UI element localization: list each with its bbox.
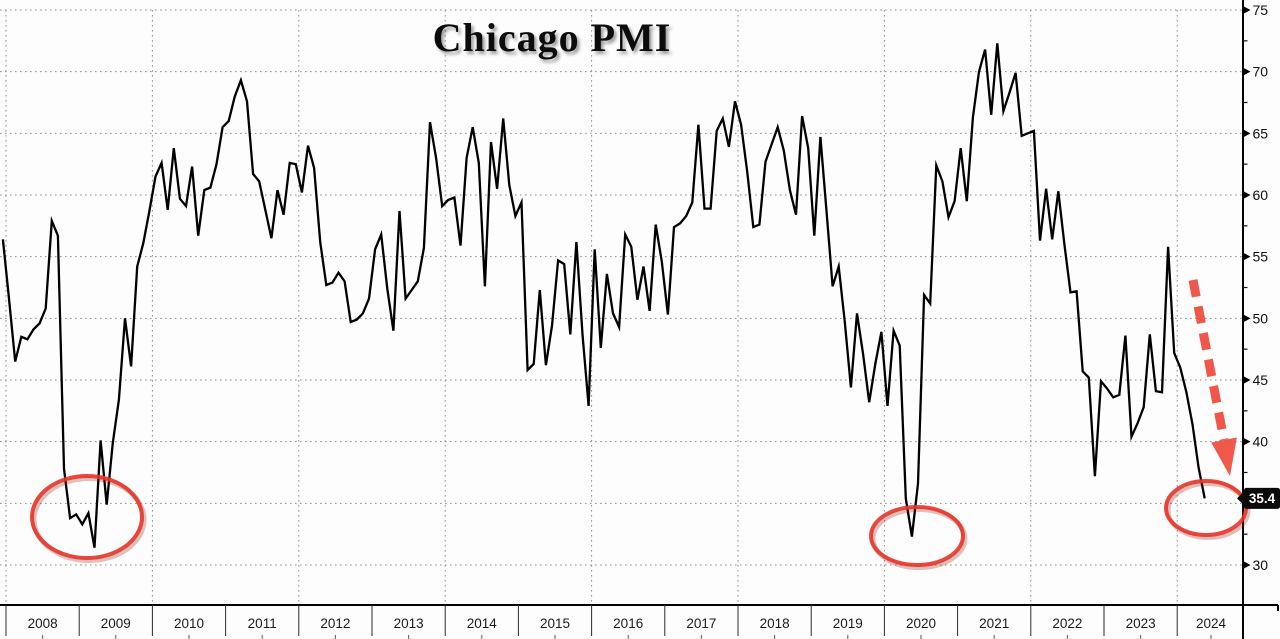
annotations — [30, 279, 1251, 570]
y-major-tick — [1244, 314, 1251, 322]
y-major-tick — [1244, 68, 1251, 76]
y-major-tick — [1244, 253, 1251, 261]
x-year-label: 2023 — [1126, 616, 1156, 631]
y-major-tick — [1244, 376, 1251, 384]
last-value-label: 35.4 — [1249, 491, 1276, 506]
x-year-label: 2013 — [394, 616, 424, 631]
low-circle-annotation — [1164, 479, 1248, 537]
decline-arrow — [1188, 279, 1229, 441]
x-year-label: 2017 — [686, 616, 716, 631]
x-year-label: 2020 — [906, 616, 936, 631]
y-tick-label: 30 — [1253, 557, 1269, 573]
y-tick-label: 50 — [1253, 310, 1269, 326]
y-tick-label: 60 — [1253, 187, 1269, 203]
pmi-line — [1, 43, 1206, 548]
x-year-label: 2009 — [101, 616, 131, 631]
x-year-label: 2010 — [174, 616, 204, 631]
y-tick-label: 75 — [1253, 2, 1269, 18]
x-year-label: 2012 — [320, 616, 350, 631]
last-value-badge: 35.4 — [1237, 487, 1280, 509]
badge-pointer — [1237, 491, 1244, 506]
y-major-tick — [1244, 191, 1251, 199]
badge-box — [1244, 487, 1280, 509]
y-tick-label: 40 — [1253, 434, 1269, 450]
y-tick-label: 65 — [1253, 125, 1269, 141]
y-major-tick — [1244, 129, 1251, 137]
x-year-label: 2016 — [613, 616, 643, 631]
y-major-tick — [1244, 561, 1251, 569]
x-year-label: 2014 — [467, 616, 498, 631]
x-year-label: 2008 — [28, 616, 58, 631]
y-major-tick — [1244, 438, 1251, 446]
gridlines — [0, 9, 1243, 605]
x-year-label: 2015 — [540, 616, 570, 631]
y-tick-label: 55 — [1253, 249, 1269, 265]
x-year-label: 2011 — [248, 616, 277, 631]
low-circle-annotation — [869, 505, 965, 567]
x-year-label: 2021 — [979, 616, 1009, 631]
y-major-tick — [1244, 6, 1251, 14]
decline-arrow-head — [1211, 437, 1237, 476]
y-tick-label: 70 — [1253, 64, 1269, 80]
low-circle-annotation — [30, 474, 144, 560]
x-year-label: 2024 — [1196, 616, 1227, 631]
y-tick-label: 45 — [1253, 372, 1269, 388]
x-year-label: 2018 — [760, 616, 790, 631]
x-year-label: 2019 — [833, 616, 863, 631]
x-year-label: 2022 — [1052, 616, 1082, 631]
